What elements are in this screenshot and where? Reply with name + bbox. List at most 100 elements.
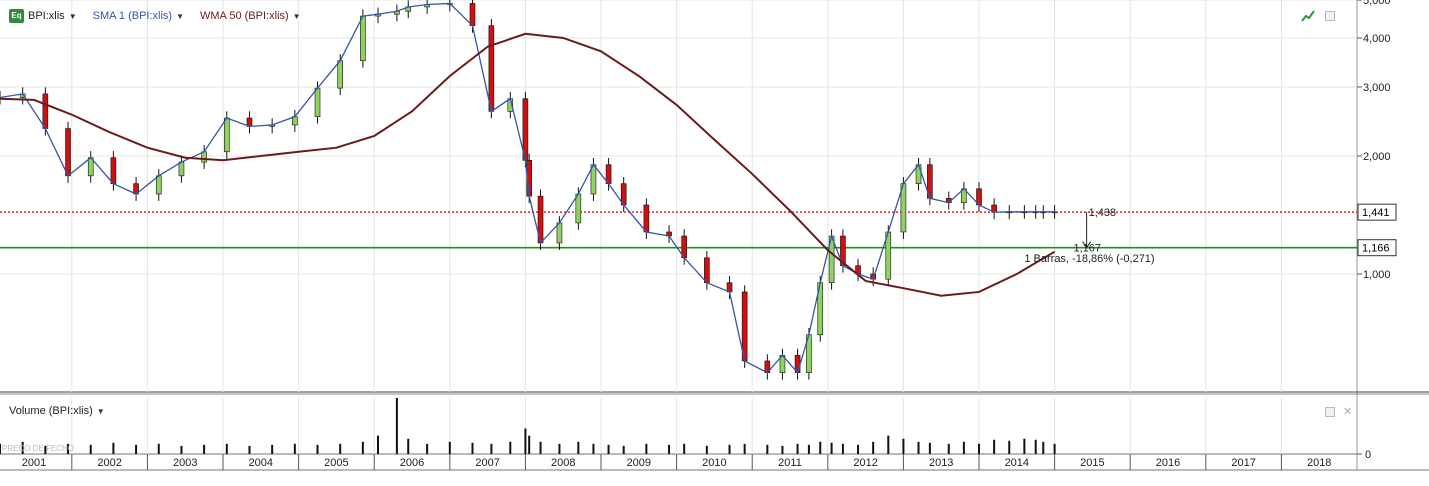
x-tick-label: 2009 — [627, 457, 651, 469]
price-tag-label: 1,441 — [1362, 207, 1390, 219]
volume-bar — [1053, 443, 1056, 454]
price-tag-box — [1357, 203, 1397, 221]
y-tick-label: 2,000 — [1363, 151, 1391, 163]
y-tick-label: 1,000 — [1363, 269, 1391, 281]
candle-down — [704, 257, 710, 284]
x-tick-label: 2007 — [475, 457, 499, 469]
maximize-icon[interactable] — [1325, 11, 1335, 21]
candle-up — [314, 87, 321, 117]
volume-legend: Volume (BPI:xlis) ▼ — [9, 405, 105, 417]
x-tick-label: 2010 — [702, 457, 726, 469]
candle-up — [178, 161, 185, 177]
equity-icon: Eq — [9, 9, 24, 23]
volume-bar — [1023, 438, 1026, 454]
volume-bar — [490, 443, 493, 454]
annotation-label: 1,167 — [1074, 243, 1102, 255]
volume-bar — [509, 441, 512, 454]
volume-bar — [225, 443, 228, 454]
volume-bar — [781, 445, 784, 454]
volume-bar — [857, 444, 860, 454]
volume-bar — [203, 444, 206, 454]
volume-bar — [471, 442, 474, 454]
volume-bar — [962, 441, 965, 454]
volume-bar — [917, 441, 920, 454]
volume-bar — [902, 438, 905, 454]
x-tick-label: 2016 — [1156, 457, 1180, 469]
candle-down — [488, 25, 495, 112]
volume-bar — [819, 441, 822, 454]
x-tick-label: 2003 — [173, 457, 197, 469]
x-tick-label: 2011 — [778, 457, 802, 469]
volume-bar — [395, 398, 398, 454]
volume-bar — [135, 444, 138, 454]
close-icon[interactable]: ✕ — [1343, 406, 1353, 418]
x-tick-label: 2015 — [1080, 457, 1104, 469]
wma-line — [0, 32, 1056, 297]
volume-bar — [978, 443, 981, 454]
volume-bar — [180, 445, 183, 454]
volume-bar — [539, 441, 542, 454]
sma-line — [0, 2, 1055, 375]
x-tick-label: 2001 — [22, 457, 46, 469]
volume-bar — [807, 444, 810, 454]
chevron-down-icon[interactable]: ▼ — [68, 11, 77, 21]
x-tick-label: 2006 — [400, 457, 424, 469]
volume-bar — [668, 444, 671, 454]
volume-bar — [361, 441, 364, 454]
volume-bar — [1008, 440, 1011, 454]
chevron-down-icon[interactable]: ▼ — [292, 11, 301, 21]
volume-bar — [1042, 441, 1045, 454]
volume-bar — [622, 445, 625, 454]
measure-arrowhead — [1082, 241, 1092, 249]
volume-bar — [67, 443, 70, 454]
volume-bar — [607, 444, 610, 454]
annotation-label: 1,438 — [1089, 207, 1117, 219]
chevron-down-icon[interactable]: ▼ — [96, 406, 105, 416]
candle-up — [337, 60, 343, 89]
legend-wma[interactable]: WMA 50 (BPI:xlis) — [200, 10, 289, 22]
candle-up — [201, 151, 207, 163]
legend-sma[interactable]: SMA 1 (BPI:xlis) — [92, 10, 173, 22]
volume-bar — [112, 442, 115, 454]
x-tick-label: 2014 — [1005, 457, 1029, 469]
volume-title[interactable]: Volume (BPI:xlis) — [9, 405, 93, 417]
y-tick-label: 0 — [1365, 449, 1371, 461]
volume-bar — [316, 444, 319, 454]
line-chart-icon[interactable] — [1301, 10, 1315, 22]
x-tick-label: 2013 — [929, 457, 953, 469]
x-tick-label: 2002 — [97, 457, 121, 469]
annotation-label: 1 Barras, -18,86% (-0,271) — [1024, 253, 1154, 265]
volume-bar — [887, 435, 890, 454]
candle-up — [155, 175, 162, 195]
y-tick-label: 5,000 — [1363, 0, 1391, 7]
price-tag-box — [1357, 239, 1397, 257]
volume-bar — [524, 428, 527, 454]
chart-toolbar — [1301, 10, 1335, 22]
chevron-down-icon[interactable]: ▼ — [176, 11, 184, 21]
maximize-icon[interactable] — [1325, 407, 1335, 417]
volume-bar — [426, 443, 429, 454]
x-tick-label: 2018 — [1307, 457, 1331, 469]
volume-bar — [993, 439, 996, 454]
candle-up — [223, 117, 230, 153]
volume-bar — [339, 443, 342, 454]
volume-bar — [271, 444, 274, 454]
volume-bar — [558, 443, 561, 454]
volume-bar — [1034, 439, 1037, 454]
candle-up — [556, 222, 563, 244]
volume-bar — [448, 441, 451, 454]
legend-symbol[interactable]: BPI:xlis — [28, 10, 65, 22]
volume-bar — [683, 443, 686, 454]
volume-bar — [841, 443, 844, 454]
volume-bar — [796, 443, 799, 454]
chart-legend: Eq BPI:xlis ▼ SMA 1 (BPI:xlis) ▼ WMA 50 … — [9, 8, 301, 24]
volume-bar — [592, 443, 595, 454]
x-tick-label: 2008 — [551, 457, 575, 469]
volume-bar — [157, 443, 160, 454]
volume-toolbar: ✕ — [1325, 406, 1353, 418]
volume-bar — [645, 443, 648, 454]
watermark: PRECO DE FECHO — [2, 444, 75, 453]
volume-bar — [293, 443, 296, 454]
candle-down — [643, 204, 650, 233]
